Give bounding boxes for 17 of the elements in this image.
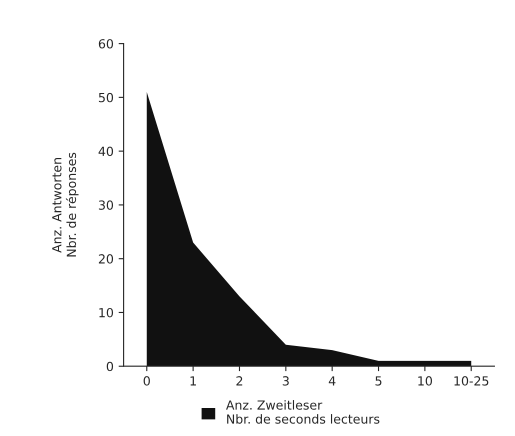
x-tick-label: 1 xyxy=(190,376,196,386)
y-tick-label: 30 xyxy=(98,200,114,210)
x-tick-label: 0 xyxy=(144,376,150,386)
y-tick-label: 40 xyxy=(98,146,114,156)
y-axis-title: Anz. Antworten Nbr. de réponses xyxy=(52,152,79,256)
x-tick-label: 4 xyxy=(328,376,336,386)
x-tick-label: 2 xyxy=(236,376,242,386)
y-tick-label: 50 xyxy=(98,92,114,102)
y-tick-label: 20 xyxy=(98,254,114,264)
x-tick-label: 10-25 xyxy=(454,376,488,386)
legend-label: Anz. Zweitleser Nbr. de seconds lecteurs xyxy=(226,400,380,424)
x-tick-label: 5 xyxy=(376,376,382,386)
y-tick-label: 0 xyxy=(106,362,114,372)
y-tick-label: 10 xyxy=(99,308,114,318)
x-tick-label: 3 xyxy=(282,376,289,386)
x-tick-label: 10 xyxy=(418,376,432,386)
y-tick-label: 60 xyxy=(98,39,114,49)
